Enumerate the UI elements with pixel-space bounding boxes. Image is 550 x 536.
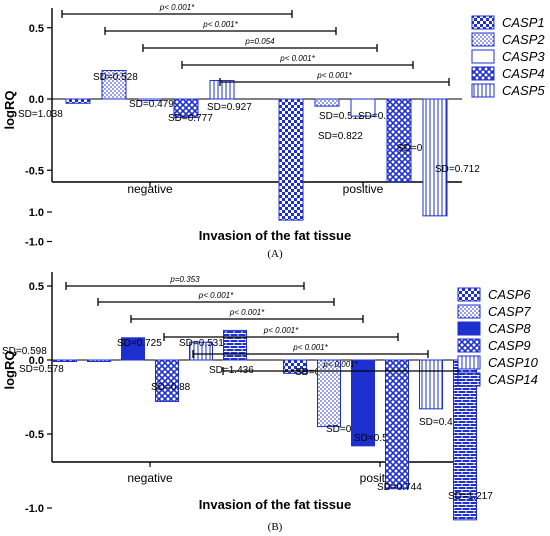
sd-label: SD=0.518 [397,143,442,154]
panel-a-caption: (A) [267,248,283,260]
bar-casp10-positive [419,359,443,410]
p-value-label: p< 0.001* [292,343,328,352]
x-axis-title: Invasion of the fat tissue [199,228,351,243]
sd-label: SD=0.725 [117,338,162,349]
bar-casp5-negative [209,79,235,100]
sd-label: SD=0.591 [354,433,399,444]
sd-label: SD=0.88 [151,382,191,393]
legend-swatch [471,15,495,30]
sd-label: SD=0.473 [326,424,371,435]
legend-swatch [457,338,481,353]
y-tick-label: 1.0 [29,207,44,219]
legend-label: CASP9 [488,338,531,353]
sd-label: SD=0.531 [179,338,224,349]
legend-label: CASP6 [488,287,531,302]
bar-casp2-positive [314,98,340,107]
bar-casp9-positive [385,359,409,490]
bar-casp3-positive [350,98,376,117]
p-value-label: p< 0.001* [202,20,238,29]
bar-casp8-positive [351,359,375,447]
sd-label: SD=0.479 [129,99,174,110]
legend-swatch [471,66,495,81]
bar-casp1-negative [65,98,91,104]
legend-swatch [457,372,481,387]
legend-swatch [457,355,481,370]
bar-casp5-positive [422,98,448,217]
p-value-label: p< 0.001* [198,291,234,300]
sd-label: SD=0.777 [168,113,213,124]
p-value-label: p=0.353 [169,275,200,284]
bar-casp1-positive [278,98,304,221]
legend-swatch [471,83,495,98]
legend-swatch [471,49,495,64]
sd-label: SD=0.512 [319,111,364,122]
y-axis-title: logRQ [2,351,17,390]
legend-swatch [457,287,481,302]
sd-label: SD=0.927 [207,102,252,113]
sd-label: SD=0.293 [358,111,403,122]
legend-label: CASP4 [502,66,545,81]
p-value-label: p< 0.001* [316,71,352,80]
y-tick-label: 0.5 [29,281,44,293]
legend-label: CASP3 [502,49,545,64]
bar-casp14-negative [223,329,247,361]
y-axis-title: logRQ [2,91,17,130]
legend-label: CASP10 [488,355,539,370]
legend-label: CASP8 [488,321,531,336]
bar-casp7-positive [317,359,341,428]
bar-casp2-negative [101,70,127,100]
sd-label: SD=0.712 [435,164,480,175]
y-tick-label: 0.0 [29,355,44,367]
bar-casp6-positive [283,359,307,374]
bar-casp6-negative [53,359,77,362]
panel-b-caption: (B) [268,521,283,533]
y-tick-label: -0.5 [25,165,44,177]
legend-swatch [457,321,481,336]
legend-label: CASP7 [488,304,531,319]
sd-label: SD=0.822 [318,131,363,142]
y-tick-label: -1.0 [25,503,44,515]
legend-label: CASP2 [502,32,545,47]
sd-label: SD=0.465 [419,417,464,428]
legend-swatch [471,32,495,47]
y-tick-label: 0.5 [29,23,44,35]
bar-casp3-negative [137,98,163,101]
panel-a: -1.0 -0.5 0.0 0.5 1.0 logRQ negative positive In… [2,3,545,249]
x-category-label: negative [127,471,173,485]
p-value-label: p< 0.001* [279,54,315,63]
sd-label: SD=0.744 [377,482,422,493]
y-tick-label: -1.0 [25,237,44,249]
bar-casp4-negative [173,98,199,119]
bar-casp10-negative [189,341,213,361]
x-category-label: positive [343,182,384,196]
bar-casp9-negative [155,359,179,402]
x-axis-title: Invasion of the fat tissue [199,497,351,512]
sd-label: SD=0.578 [19,364,64,375]
legend-label: CASP1 [502,15,545,30]
y-tick-label: 0.0 [29,94,44,106]
sd-label: SD=0.598 [2,346,47,357]
legend-swatch [457,304,481,319]
sd-label: SD=1.038 [18,109,63,120]
sd-label: SD=0.528 [93,72,138,83]
p-value-label: p< 0.001* [229,308,265,317]
p-value-label: p< 0.001* [159,3,195,12]
bar-casp8-negative [121,337,145,361]
legend-label: CASP14 [488,372,538,387]
y-tick-label: -0.5 [25,429,44,441]
bar-casp7-negative [87,359,111,362]
p-value-label: p=0.054 [244,37,275,46]
p-value-label: p< 0.001* [263,326,299,335]
bar-casp4-positive [386,98,412,183]
p-value-label: p< 0.001* [322,360,358,369]
legend-label: CASP5 [502,83,545,98]
sd-label: SD=1.217 [448,491,493,502]
x-category-label: negative [127,182,173,196]
